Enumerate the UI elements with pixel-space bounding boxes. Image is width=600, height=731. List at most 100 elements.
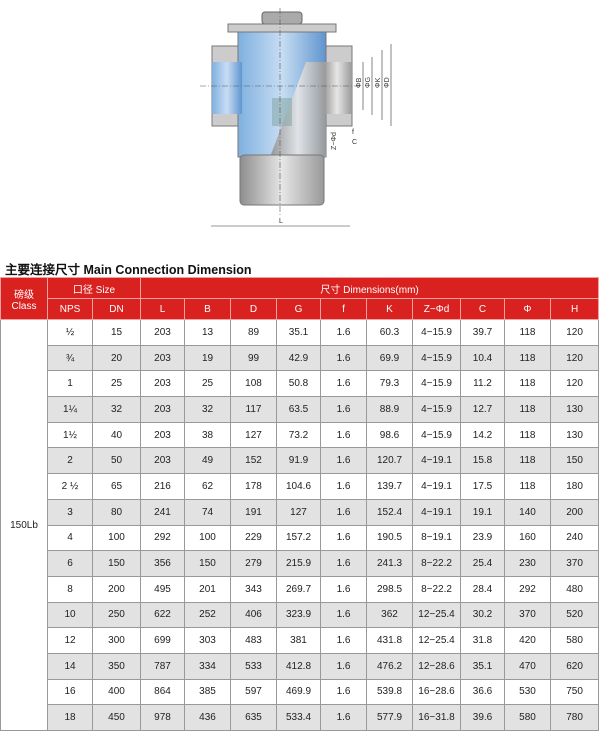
table-cell: 100 (91, 524, 142, 552)
table-cell: 2 ½ (47, 473, 93, 500)
table-cell: 420 (504, 627, 552, 654)
table-cell: 117 (230, 396, 278, 423)
table-row: 8 200 495 201 343 269.7 1.6 298.5 8−22.2 28.4 292 4… (1, 575, 600, 603)
table-cell: 1.6 (320, 704, 368, 731)
column-header: L (140, 298, 186, 320)
table-row: 6 150 356 150 279 215.9 1.6 241.3 8−22.2 25.4 230 3… (1, 550, 600, 577)
table-cell: 4−15.9 (412, 344, 462, 372)
header-class: 磅级 Class (0, 277, 48, 320)
table-row: 16 400 864 385 597 469.9 1.6 539.8 16−28.6 36.6 53… (1, 678, 600, 706)
table-cell: 180 (550, 473, 600, 500)
table-cell: 17.5 (460, 473, 506, 500)
table-cell: 39.6 (460, 704, 506, 731)
table-cell: 12−25.4 (412, 601, 462, 629)
table-cell: 2 (47, 447, 93, 475)
table-cell: 91.9 (276, 447, 322, 475)
table-cell: 1.6 (320, 678, 368, 706)
table-cell: 14.2 (460, 421, 506, 449)
table-cell: 200 (91, 575, 142, 603)
table-cell: 140 (504, 498, 552, 526)
table-cell: 39.7 (460, 319, 506, 346)
table-cell: 25 (91, 370, 142, 398)
table-cell: 780 (550, 704, 600, 731)
column-header: B (184, 298, 232, 320)
label-f: f (352, 129, 354, 136)
table-cell: 203 (140, 447, 186, 475)
table-cell: 1.6 (320, 370, 368, 398)
table-row: 150Lb ½ 15 203 13 89 35.1 1.6 60.3 4−15.9 39.7 118 1… (0, 319, 600, 731)
table-cell: 190.5 (366, 524, 414, 552)
table-cell: 150 (91, 550, 142, 577)
table-cell: 16 (47, 678, 93, 706)
table-cell: 215.9 (276, 550, 322, 577)
table-cell: 240 (550, 524, 600, 552)
table-cell: 49 (184, 447, 232, 475)
table-cell: 300 (91, 627, 142, 654)
table-cell: 79.3 (366, 370, 414, 398)
table-cell: 1.6 (320, 447, 368, 475)
table-cell: 362 (366, 601, 414, 629)
table-cell: 252 (184, 601, 232, 629)
table-cell: 127 (230, 421, 278, 449)
label-K: ΦK (375, 77, 382, 88)
table-cell: ½ (47, 319, 93, 346)
table-cell: 6 (47, 550, 93, 577)
table-cell: 118 (504, 396, 552, 423)
table-cell: 12 (47, 627, 93, 654)
table-cell: 269.7 (276, 575, 322, 603)
table-cell: 1.6 (320, 627, 368, 654)
table-cell: 130 (550, 396, 600, 423)
table-cell: 298.5 (366, 575, 414, 603)
table-cell: 32 (184, 396, 232, 423)
table-cell: 323.9 (276, 601, 322, 629)
table-cell: 4−19.1 (412, 473, 462, 500)
table-cell: 580 (504, 704, 552, 731)
table-cell: 16−31.8 (412, 704, 462, 731)
table-cell: 620 (550, 652, 600, 680)
column-header: K (366, 298, 414, 320)
table-cell: 1.6 (320, 421, 368, 449)
column-header: Z−Φd (412, 298, 462, 320)
header-size: 口径 Size (46, 277, 142, 299)
table-cell: 292 (140, 524, 186, 552)
strainer-diagram: ΦB ΦG ΦK ΦD Z−Φd f C L (200, 8, 392, 227)
table-cell: 350 (91, 652, 142, 680)
table-cell: 200 (550, 498, 600, 526)
table-cell: 15 (91, 319, 142, 346)
table-cell: 120.7 (366, 447, 414, 475)
table-cell: 978 (140, 704, 186, 731)
table-row: 2 ½ 65 216 62 178 104.6 1.6 139.7 4−19.1 17.5 118 1… (1, 473, 600, 500)
table-cell: 370 (550, 550, 600, 577)
table-row: 1½ 40 203 38 127 73.2 1.6 98.6 4−15.9 14.2 118 130 (1, 421, 600, 449)
table-cell: 1.6 (320, 601, 368, 629)
table-cell: 152.4 (366, 498, 414, 526)
table-cell: 303 (184, 627, 232, 654)
table-cell: 381 (276, 627, 322, 654)
table-cell: 4−19.1 (412, 498, 462, 526)
table-cell: ¾ (47, 344, 93, 372)
table-cell: 1.6 (320, 575, 368, 603)
dimension-table: 磅级 Class 口径 Size 尺寸 Dimensions(mm) NPS DN L… (0, 277, 600, 731)
label-B: ΦB (356, 77, 363, 88)
table-cell: 1½ (47, 421, 93, 449)
table-cell: 483 (230, 627, 278, 654)
table-cell: 1.6 (320, 652, 368, 680)
table-cell: 431.8 (366, 627, 414, 654)
table-cell: 69.9 (366, 344, 414, 372)
label-c: C (352, 139, 357, 146)
table-cell: 750 (550, 678, 600, 706)
table-cell: 580 (550, 627, 600, 654)
table-cell: 334 (184, 652, 232, 680)
header-class-cn: 磅级 (14, 289, 34, 301)
table-cell: 120 (550, 344, 600, 372)
table-cell: 8−19.1 (412, 524, 462, 552)
table-cell: 1.6 (320, 319, 368, 346)
table-cell: 118 (504, 473, 552, 500)
table-cell: 160 (504, 524, 552, 552)
table-cell: 1.6 (320, 498, 368, 526)
table-cell: 597 (230, 678, 278, 706)
table-cell: 31.8 (460, 627, 506, 654)
table-cell: 635 (230, 704, 278, 731)
table-cell: 99 (230, 344, 278, 372)
table-cell: 229 (230, 524, 278, 552)
